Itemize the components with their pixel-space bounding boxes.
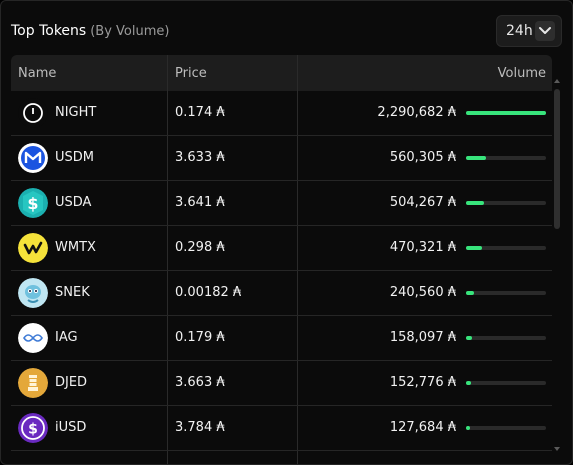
token-name: USDA [55, 195, 92, 210]
table-row-night[interactable]: NIGHT 0.174 ₳ 2,290,682 ₳ [11, 91, 552, 136]
table-row-usdm[interactable]: USDM 3.633 ₳ 560,305 ₳ [11, 136, 552, 181]
token-name: iUSD [55, 420, 87, 435]
scroll-up-arrow[interactable] [554, 79, 560, 83]
volume-bar [466, 291, 546, 295]
volume-bar-fill [466, 156, 486, 160]
tokens-table: Name Price Volume NIGHT 0.174 ₳ 2,290,68… [11, 55, 552, 464]
table-row-djed[interactable]: DJED 3.663 ₳ 152,776 ₳ [11, 361, 552, 406]
table-row-wmtx[interactable]: WMTX 0.298 ₳ 470,321 ₳ [11, 226, 552, 271]
token-price: 0.179 ₳ [175, 330, 225, 345]
svg-text:$: $ [28, 422, 38, 438]
column-header-name[interactable]: Name [18, 66, 57, 81]
chevron-down-icon[interactable] [535, 21, 555, 41]
scrollbar-thumb[interactable] [554, 89, 560, 229]
token-volume: 560,305 ₳ [389, 150, 456, 165]
volume-bar-fill [466, 246, 482, 250]
usdm-token-icon [18, 143, 48, 173]
volume-bar-fill [466, 336, 472, 340]
volume-bar [466, 156, 546, 160]
token-name: DJED [55, 375, 88, 390]
volume-bar-fill [466, 426, 470, 430]
table-row-usda[interactable]: $ USDA 3.641 ₳ 504,267 ₳ [11, 181, 552, 226]
token-volume: 240,560 ₳ [389, 285, 456, 300]
volume-bar [466, 201, 546, 205]
scroll-down-arrow[interactable] [554, 447, 560, 451]
column-divider [297, 55, 298, 464]
volume-bar [466, 381, 546, 385]
token-price: 3.784 ₳ [175, 420, 225, 435]
iag-token-icon [18, 323, 48, 353]
column-header-price[interactable]: Price [175, 66, 207, 81]
panel-subtitle: (By Volume) [90, 24, 170, 39]
token-price: 0.00182 ₳ [175, 285, 242, 300]
token-name: USDM [55, 150, 94, 165]
panel-title: Top Tokens (By Volume) [11, 23, 169, 39]
volume-bar [466, 336, 546, 340]
table-row-iusd[interactable]: $ iUSD 3.784 ₳ 127,684 ₳ [11, 406, 552, 451]
table-row-iag[interactable]: IAG 0.179 ₳ 158,097 ₳ [11, 316, 552, 361]
token-volume: 158,097 ₳ [389, 330, 456, 345]
panel-title-text: Top Tokens [11, 23, 87, 39]
svg-text:$: $ [27, 194, 38, 213]
snek-token-icon [18, 278, 48, 308]
usda-token-icon: $ [18, 188, 48, 218]
token-volume: 152,776 ₳ [389, 375, 456, 390]
volume-bar [466, 111, 546, 115]
token-volume: 504,267 ₳ [389, 195, 456, 210]
volume-bar [466, 246, 546, 250]
period-select[interactable]: 24h [496, 15, 562, 47]
wmtx-token-icon [18, 233, 48, 263]
token-name: NIGHT [55, 105, 97, 120]
iusd-token-icon: $ [18, 413, 48, 443]
token-price: 0.298 ₳ [175, 240, 225, 255]
period-value: 24h [506, 23, 533, 39]
column-header-volume[interactable]: Volume [497, 66, 546, 81]
table-header: Name Price Volume [11, 55, 552, 91]
token-price: 0.174 ₳ [175, 105, 225, 120]
token-volume: 2,290,682 ₳ [377, 105, 456, 120]
token-name: SNEK [55, 285, 90, 300]
token-name: WMTX [55, 240, 96, 255]
token-name: IAG [55, 330, 78, 345]
token-volume: 470,321 ₳ [389, 240, 456, 255]
djed-token-icon [18, 368, 48, 398]
volume-bar-fill [466, 381, 471, 385]
volume-bar-fill [466, 201, 484, 205]
token-price: 3.633 ₳ [175, 150, 225, 165]
volume-bar [466, 426, 546, 430]
table-row-snek[interactable]: SNEK 0.00182 ₳ 240,560 ₳ [11, 271, 552, 316]
column-divider [167, 55, 168, 464]
token-price: 3.641 ₳ [175, 195, 225, 210]
volume-bar-fill [466, 111, 546, 115]
token-volume: 127,684 ₳ [389, 420, 456, 435]
night-token-icon [18, 98, 48, 128]
volume-bar-fill [466, 291, 474, 295]
token-price: 3.663 ₳ [175, 375, 225, 390]
